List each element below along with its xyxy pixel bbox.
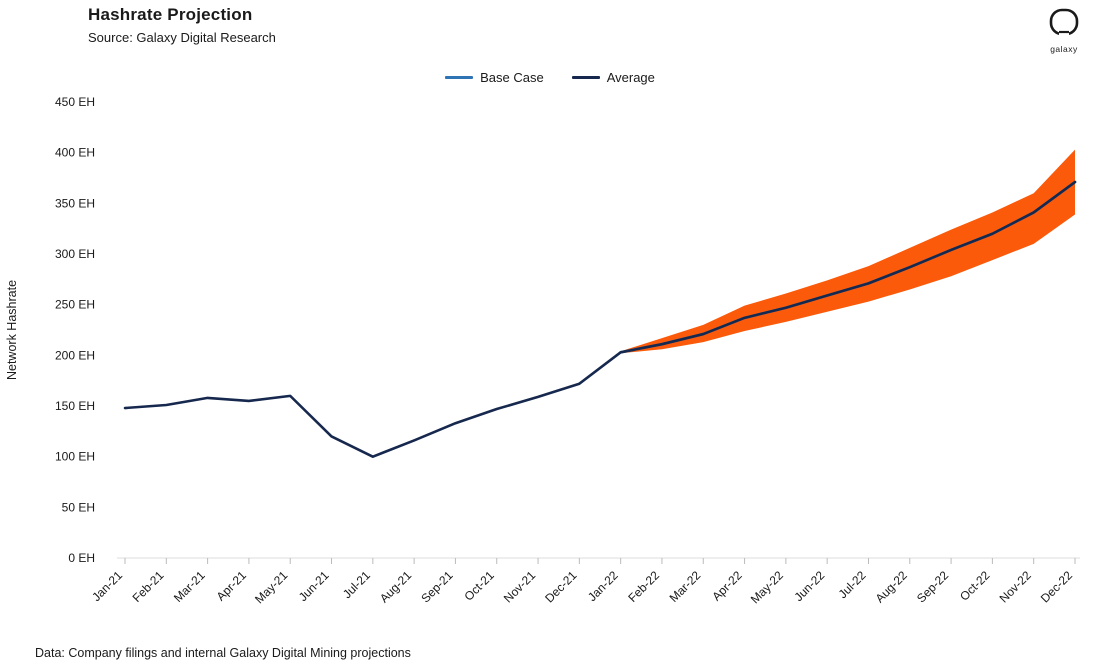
- page-title: Hashrate Projection: [88, 5, 253, 24]
- svg-text:Apr-22: Apr-22: [709, 568, 745, 604]
- svg-text:Aug-22: Aug-22: [873, 568, 910, 605]
- svg-text:250 EH: 250 EH: [55, 298, 95, 312]
- base-case-line-swatch: [445, 76, 474, 79]
- legend-label-base-case: Base Case: [480, 70, 544, 85]
- svg-text:Mar-22: Mar-22: [667, 568, 704, 605]
- svg-text:350 EH: 350 EH: [55, 196, 95, 210]
- page-subtitle: Source: Galaxy Digital Research: [88, 30, 276, 45]
- galaxy-logo-icon: [1047, 8, 1081, 42]
- svg-text:300 EH: 300 EH: [55, 247, 95, 261]
- svg-text:Network Hashrate: Network Hashrate: [5, 280, 19, 380]
- svg-text:400 EH: 400 EH: [55, 146, 95, 160]
- svg-text:Aug-21: Aug-21: [377, 568, 414, 605]
- svg-text:Mar-21: Mar-21: [171, 568, 208, 605]
- svg-text:450 EH: 450 EH: [55, 95, 95, 109]
- svg-text:Nov-22: Nov-22: [997, 568, 1034, 605]
- svg-text:May-22: May-22: [748, 568, 786, 606]
- average-line-swatch: [571, 76, 600, 79]
- svg-text:Dec-22: Dec-22: [1038, 568, 1075, 605]
- svg-text:Jul-22: Jul-22: [836, 568, 869, 601]
- svg-text:200 EH: 200 EH: [55, 348, 95, 362]
- legend-item-base-case: Base Case: [445, 70, 544, 85]
- line-chart: 0 EH 50 EH 100 EH 150 EH 200 EH 250 EH 300 EH 3…: [0, 55, 1100, 640]
- svg-text:100 EH: 100 EH: [55, 450, 95, 464]
- svg-text:Feb-22: Feb-22: [625, 568, 662, 605]
- legend-item-average: Average: [571, 70, 655, 85]
- svg-text:150 EH: 150 EH: [55, 399, 95, 413]
- chart-legend: Base Case Average: [0, 70, 1100, 85]
- galaxy-logo-label: galaxy: [1050, 44, 1078, 54]
- svg-text:Sep-21: Sep-21: [418, 568, 455, 605]
- svg-text:Oct-21: Oct-21: [461, 568, 497, 604]
- chart-canvas: 0 EH 50 EH 100 EH 150 EH 200 EH 250 EH 300 EH 3…: [5, 95, 1080, 606]
- svg-text:Jul-21: Jul-21: [340, 568, 373, 601]
- svg-text:May-21: May-21: [252, 568, 290, 606]
- svg-text:50 EH: 50 EH: [62, 500, 95, 514]
- svg-text:Jun-22: Jun-22: [791, 568, 827, 604]
- svg-text:Jun-21: Jun-21: [296, 568, 332, 604]
- svg-text:Jan-21: Jan-21: [89, 568, 125, 604]
- svg-text:Sep-22: Sep-22: [914, 568, 951, 605]
- galaxy-logo: galaxy: [1040, 8, 1088, 54]
- svg-text:Feb-21: Feb-21: [130, 568, 167, 605]
- legend-label-average: Average: [606, 70, 655, 85]
- footer-note: Data: Company filings and internal Galax…: [35, 646, 411, 660]
- svg-text:Apr-21: Apr-21: [214, 568, 250, 604]
- svg-text:0 EH: 0 EH: [68, 551, 95, 565]
- svg-text:Nov-21: Nov-21: [501, 568, 538, 605]
- svg-text:Jan-22: Jan-22: [585, 568, 621, 604]
- svg-text:Oct-22: Oct-22: [957, 568, 993, 604]
- svg-text:Dec-21: Dec-21: [542, 568, 579, 605]
